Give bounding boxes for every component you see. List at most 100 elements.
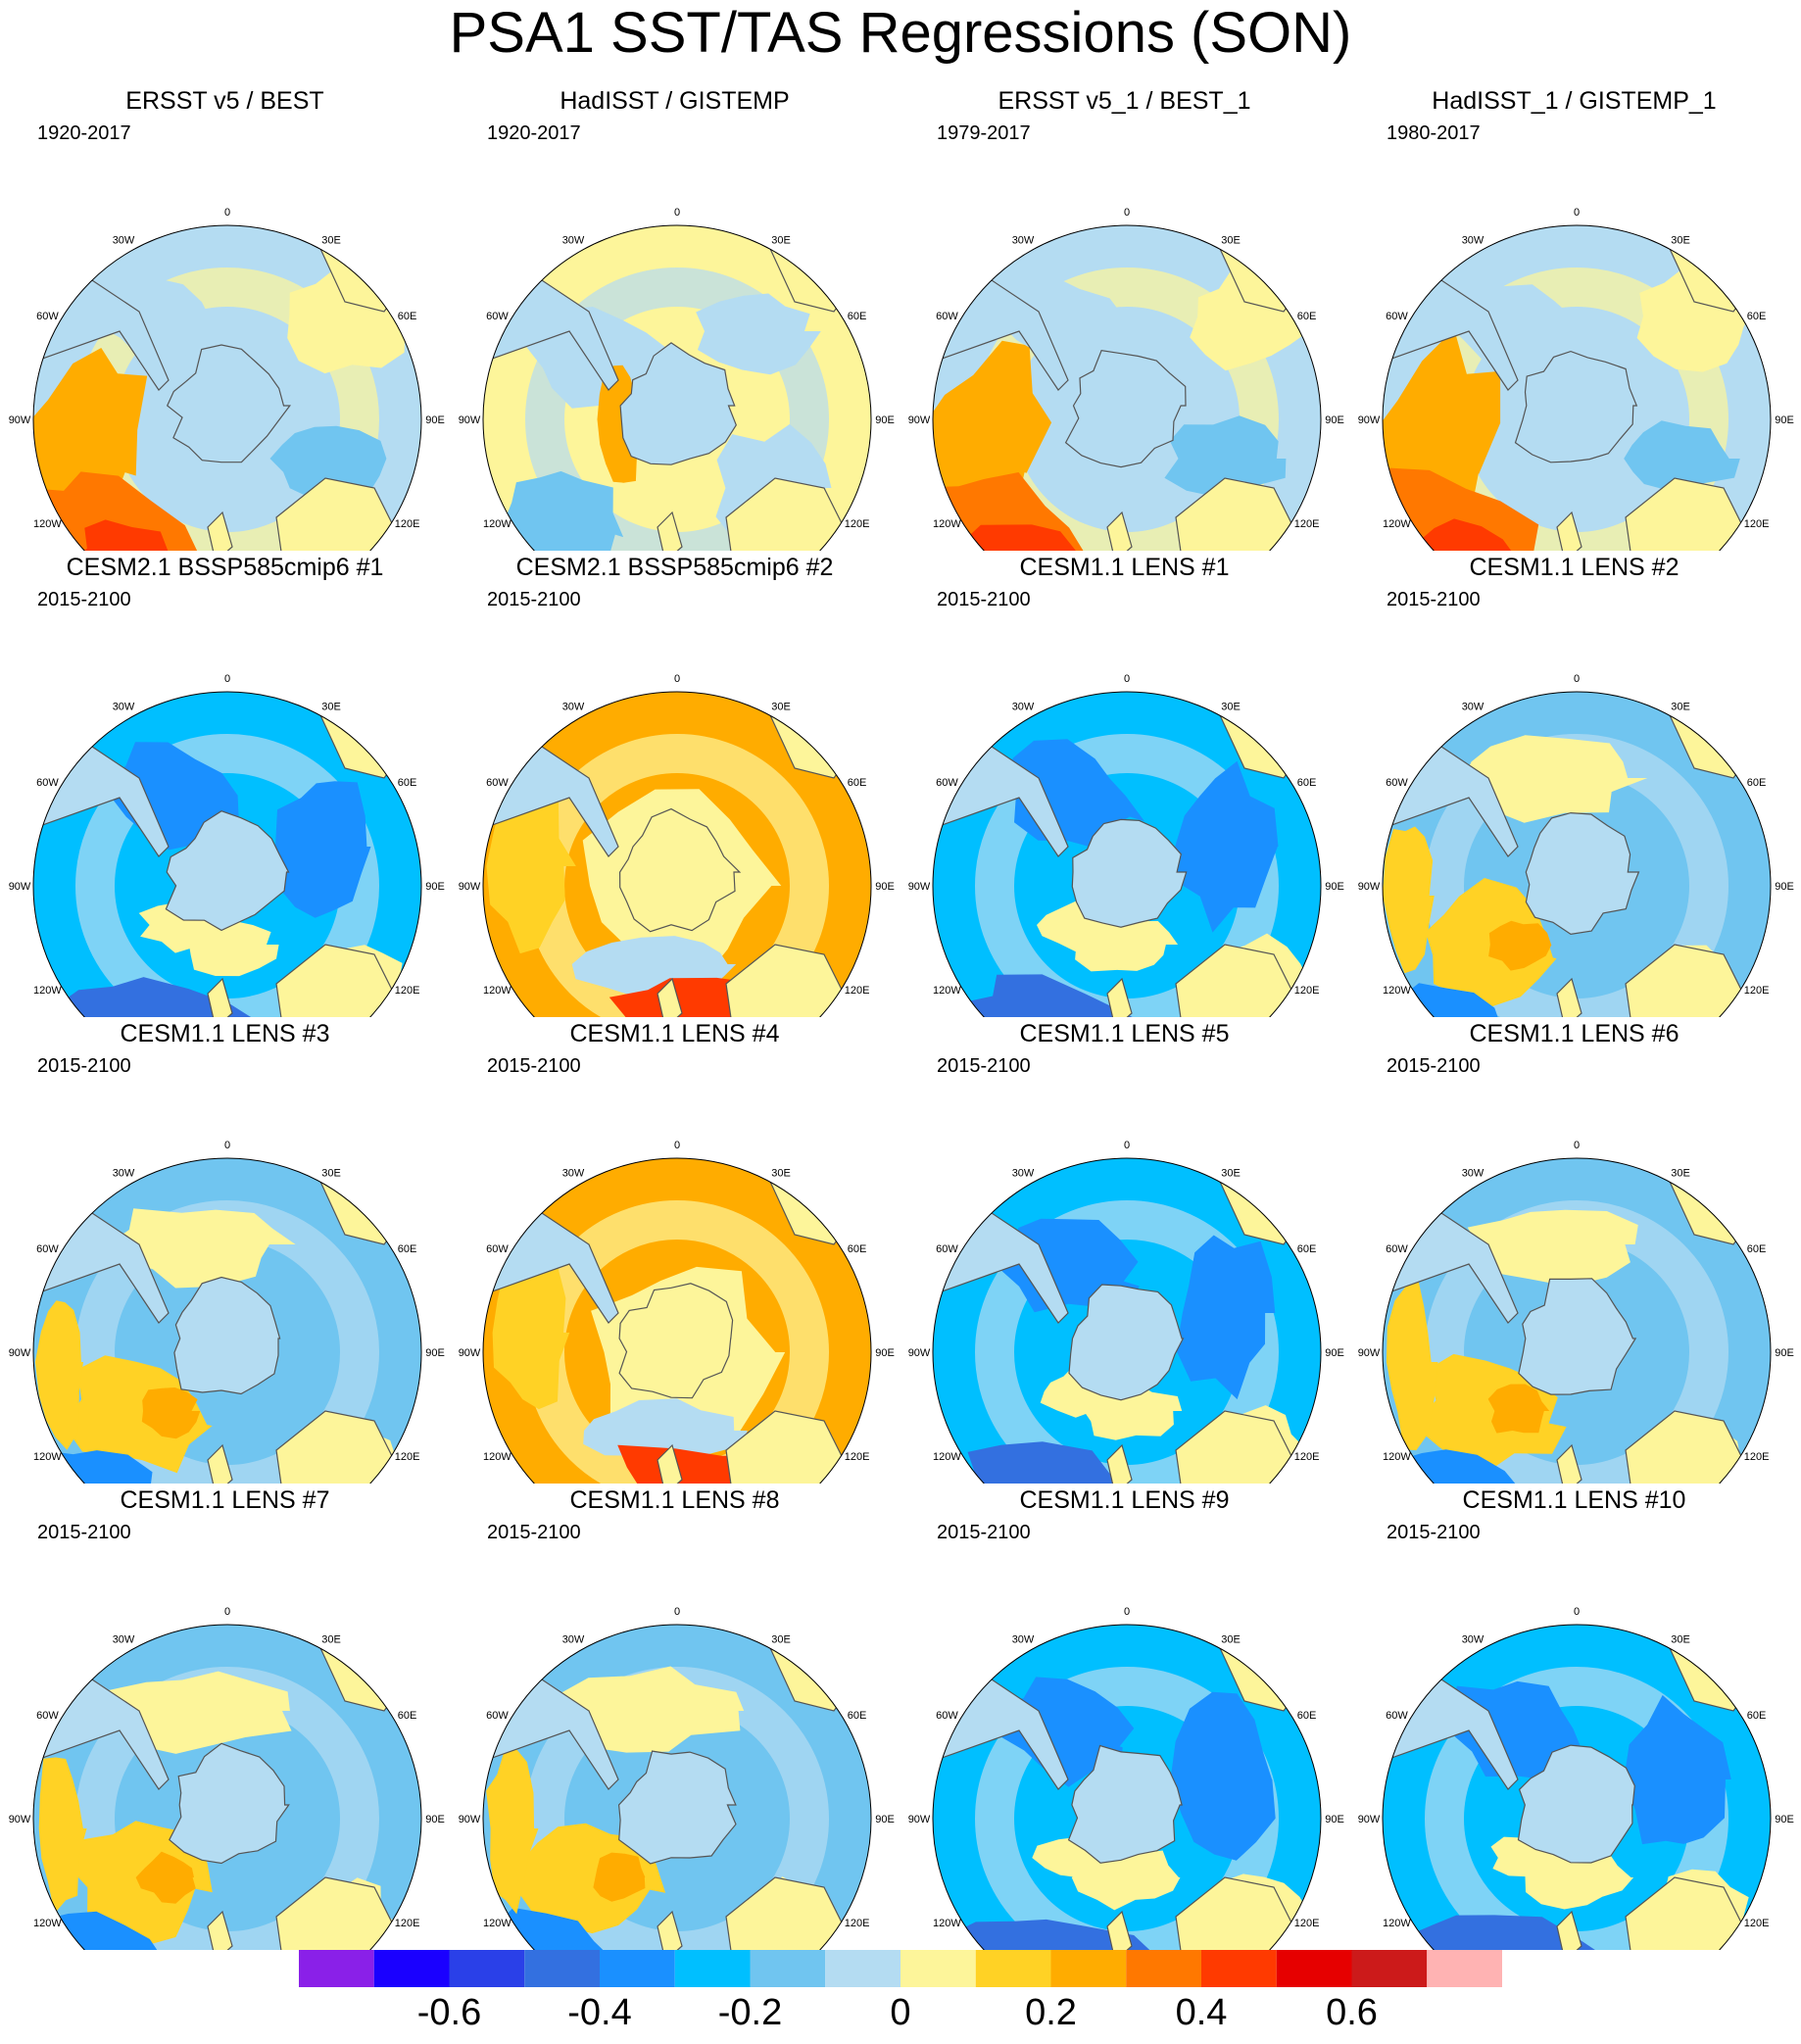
anomaly-region — [70, 519, 189, 551]
longitude-label: 120E — [1744, 518, 1770, 530]
longitude-label: 120W — [33, 1918, 62, 1929]
longitude-label: 0 — [224, 1140, 230, 1151]
new-zealand-outline — [1556, 977, 1582, 1017]
longitude-label: 90E — [425, 1814, 445, 1825]
longitude-label: 60W — [1386, 777, 1408, 789]
longitude-label: 30W — [1462, 701, 1485, 712]
anomaly-region — [108, 1208, 296, 1289]
anomaly-region — [1404, 1915, 1607, 1950]
longitude-label: 120W — [33, 518, 62, 530]
map-panel: CESM1.1 LENS #10030E60E90E120E150E180150… — [1349, 1485, 1799, 1950]
panel-title: HadISST / GISTEMP — [560, 87, 790, 115]
antarctica-outline — [1517, 1744, 1635, 1864]
longitude-label: 60E — [398, 777, 417, 789]
map-panel: ERSST v5 / BEST030E60E90E120E150E180150W… — [0, 86, 450, 551]
map-panel: ERSST v5_1 / BEST_1030E60E90E120E150E180… — [900, 86, 1349, 551]
longitude-label: 60W — [486, 311, 509, 322]
longitude-label: 60W — [1386, 311, 1408, 322]
polar-stereographic-map: 030E60E90E120E150E180150W120W90W60W30W — [1358, 673, 1794, 1017]
longitude-label: 30W — [1012, 701, 1035, 712]
longitude-label: 90E — [425, 1347, 445, 1359]
panel-period: 2015-2100 — [487, 589, 581, 610]
anomaly-region — [1624, 1694, 1731, 1845]
panel-period: 1980-2017 — [1387, 122, 1481, 144]
longitude-label: 60E — [848, 1710, 867, 1722]
colorbar-tick-label: -0.4 — [567, 1992, 632, 2033]
longitude-label: 60E — [1297, 311, 1317, 322]
new-zealand-outline — [1556, 511, 1582, 551]
longitude-label: 120E — [845, 1918, 870, 1929]
polar-stereographic-map: 030E60E90E120E150E180150W120W90W60W30W — [908, 1140, 1344, 1484]
colorbar-swatch — [299, 1950, 374, 1987]
colorbar-tick-label: 0.2 — [1025, 1992, 1077, 2033]
map-panel: CESM1.1 LENS #3030E60E90E120E150E180150W… — [0, 1019, 450, 1484]
new-zealand-outline — [207, 511, 233, 551]
colorbar-swatch — [900, 1950, 976, 1987]
longitude-label: 120W — [933, 985, 961, 997]
polar-stereographic-map: 030E60E90E120E150E180150W120W90W60W30W — [1358, 207, 1794, 551]
longitude-label: 60E — [398, 1243, 417, 1255]
anomaly-region — [64, 1355, 213, 1474]
longitude-label: 60E — [1747, 311, 1767, 322]
map-border — [1382, 691, 1772, 1017]
panel-period: 1920-2017 — [37, 122, 131, 144]
panel-title: CESM1.1 LENS #7 — [120, 1486, 330, 1514]
longitude-label: 30E — [321, 1633, 341, 1645]
map-border — [482, 1157, 872, 1484]
polar-stereographic-map: 030E60E90E120E150E180150W120W90W60W30W — [9, 673, 445, 1017]
longitude-label: 60E — [1747, 777, 1767, 789]
panel-period: 2015-2100 — [37, 1522, 131, 1543]
map-panel: CESM1.1 LENS #9030E60E90E120E150E180150W… — [900, 1485, 1349, 1950]
panel-title: HadISST_1 / GISTEMP_1 — [1432, 87, 1717, 115]
longitude-label: 60E — [398, 1710, 417, 1722]
map-panel: CESM2.1 BSSP585cmip6 #1030E60E90E120E150… — [0, 553, 450, 1017]
panel-period: 2015-2100 — [937, 1055, 1031, 1077]
anomaly-region — [617, 1444, 869, 1484]
longitude-label: 60E — [848, 777, 867, 789]
longitude-label: 120W — [483, 1918, 511, 1929]
map-panel: CESM1.1 LENS #2030E60E90E120E150E180150W… — [1349, 553, 1799, 1017]
anomaly-region — [965, 524, 1095, 551]
map-border — [932, 691, 1322, 1017]
longitude-label: 90E — [1325, 1814, 1344, 1825]
longitude-label: 120E — [1744, 1918, 1770, 1929]
anomaly-region — [1170, 1691, 1276, 1861]
longitude-label: 60W — [936, 1710, 958, 1722]
longitude-label: 60W — [36, 1243, 59, 1255]
longitude-label: 90E — [1325, 1347, 1344, 1359]
longitude-label: 0 — [674, 673, 680, 685]
polar-stereographic-map: 030E60E90E120E150E180150W120W90W60W30W — [459, 673, 895, 1017]
longitude-label: 90W — [908, 1347, 931, 1359]
longitude-label: 90E — [1775, 1814, 1794, 1825]
colorbar-swatch — [825, 1950, 900, 1987]
anomaly-region — [105, 1671, 292, 1754]
polar-stereographic-map: 030E60E90E120E150E180150W120W90W60W30W — [908, 207, 1344, 551]
antarctica-outline — [1067, 1744, 1183, 1864]
longitude-label: 30E — [1221, 701, 1241, 712]
longitude-label: 90W — [9, 1814, 31, 1825]
panel-period: 1979-2017 — [937, 122, 1031, 144]
longitude-label: 0 — [224, 673, 230, 685]
longitude-label: 120E — [1294, 1451, 1320, 1463]
longitude-label: 90W — [9, 1347, 31, 1359]
colorbar-swatch — [1276, 1950, 1352, 1987]
longitude-label: 60W — [1386, 1243, 1408, 1255]
anomaly-region — [34, 1300, 83, 1450]
anomaly-region — [1175, 760, 1279, 933]
map-border — [32, 1624, 422, 1950]
longitude-label: 120E — [1294, 1918, 1320, 1929]
antarctica-outline — [1064, 350, 1187, 468]
longitude-label: 60W — [936, 1243, 958, 1255]
panel-period: 1920-2017 — [487, 122, 581, 144]
map-border — [932, 224, 1322, 551]
longitude-label: 90E — [875, 881, 895, 893]
colorbar-tick-label: 0.4 — [1175, 1992, 1228, 2033]
anomaly-region — [1176, 1235, 1276, 1400]
polar-stereographic-map: 030E60E90E120E150E180150W120W90W60W30W — [9, 1140, 445, 1484]
map-border — [482, 1624, 872, 1950]
colorbar-swatch — [524, 1950, 600, 1987]
polar-stereographic-map: 030E60E90E120E150E180150W120W90W60W30W — [1358, 1606, 1794, 1950]
longitude-label: 30W — [1012, 1167, 1035, 1179]
antarctica-outline — [1514, 350, 1638, 463]
longitude-label: 90E — [1775, 414, 1794, 426]
